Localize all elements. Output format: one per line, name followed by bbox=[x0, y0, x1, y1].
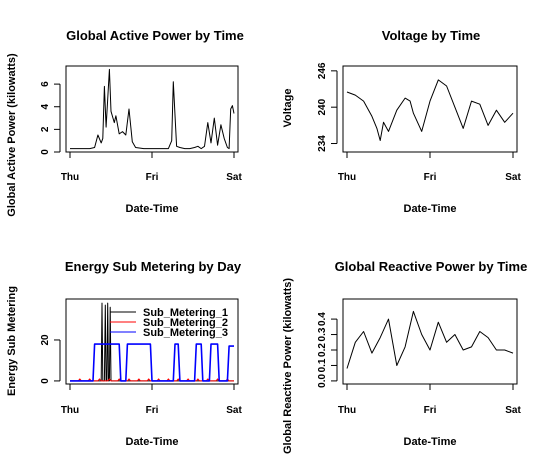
x-axis-label: Date-Time bbox=[126, 203, 179, 215]
x-tick-label: Thu bbox=[61, 405, 79, 416]
series-line-3 bbox=[70, 343, 234, 382]
y-axis-label: Global Reactive Power (kilowatts) bbox=[282, 278, 294, 454]
x-tick-label: Fri bbox=[146, 405, 159, 416]
plot-frame bbox=[342, 65, 518, 153]
y-tick-label: 234 bbox=[317, 135, 328, 152]
chart-title: Energy Sub Metering by Day bbox=[65, 259, 242, 274]
legend: Sub_Metering_1Sub_Metering_2Sub_Metering… bbox=[110, 307, 228, 339]
x-tick-label: Fri bbox=[424, 172, 437, 183]
series-line-1 bbox=[346, 79, 514, 141]
y-tick-label: 4 bbox=[40, 104, 51, 110]
chart-title: Global Reactive Power by Time bbox=[335, 259, 528, 274]
y-tick-label: 0.0 bbox=[317, 374, 328, 388]
x-tick-label: Thu bbox=[61, 172, 79, 183]
legend-label-2: Sub_Metering_2 bbox=[143, 317, 228, 329]
legend-label-3: Sub_Metering_3 bbox=[143, 327, 228, 339]
y-tick-label: 246 bbox=[317, 62, 328, 79]
y-tick-label: 240 bbox=[317, 98, 328, 115]
x-tick-label: Thu bbox=[338, 172, 356, 183]
x-tick-label: Sat bbox=[505, 405, 521, 416]
x-tick-label: Fri bbox=[146, 172, 159, 183]
y-tick-label: 0.1 bbox=[317, 358, 328, 372]
y-tick-label: 0.4 bbox=[317, 312, 328, 326]
y-tick-label: 0.2 bbox=[317, 343, 328, 357]
x-axis-label: Date-Time bbox=[404, 436, 457, 448]
chart-panel-3: Energy Sub Metering by Day Date-Time Energ… bbox=[6, 259, 242, 448]
x-tick-label: Sat bbox=[505, 172, 521, 183]
x-tick-label: Sat bbox=[226, 405, 242, 416]
y-axis-label: Energy Sub Metering bbox=[6, 286, 18, 396]
y-tick-label: 20 bbox=[40, 334, 51, 346]
y-tick-label: 6 bbox=[40, 81, 51, 87]
x-tick-label: Fri bbox=[424, 405, 437, 416]
y-axis-label: Voltage bbox=[282, 89, 294, 128]
plot-frame bbox=[65, 65, 239, 153]
y-tick-label: 0 bbox=[40, 149, 51, 155]
x-axis-label: Date-Time bbox=[126, 436, 179, 448]
y-tick-label: 0.3 bbox=[317, 327, 328, 341]
chart-title: Global Active Power by Time bbox=[66, 28, 244, 43]
chart-panel-4: Global Reactive Power by Time Date-Time Gl… bbox=[282, 259, 527, 454]
x-tick-label: Thu bbox=[338, 405, 356, 416]
y-axis-label: Global Active Power (kilowatts) bbox=[6, 53, 18, 217]
y-tick-label: 2 bbox=[40, 126, 51, 132]
chart-panel-2: Voltage by Time Date-Time Voltage Thu Fri Sat… bbox=[282, 28, 521, 215]
y-tick-label: 0 bbox=[40, 378, 51, 384]
series-line-1 bbox=[70, 68, 235, 150]
chart-panel-1: Global Active Power by Time Date-Time Glob… bbox=[6, 28, 244, 217]
legend-label-1: Sub_Metering_1 bbox=[143, 307, 228, 319]
chart-title: Voltage by Time bbox=[382, 28, 481, 43]
x-axis-label: Date-Time bbox=[404, 203, 457, 215]
x-tick-label: Sat bbox=[226, 172, 242, 183]
series-line-1 bbox=[346, 310, 514, 369]
